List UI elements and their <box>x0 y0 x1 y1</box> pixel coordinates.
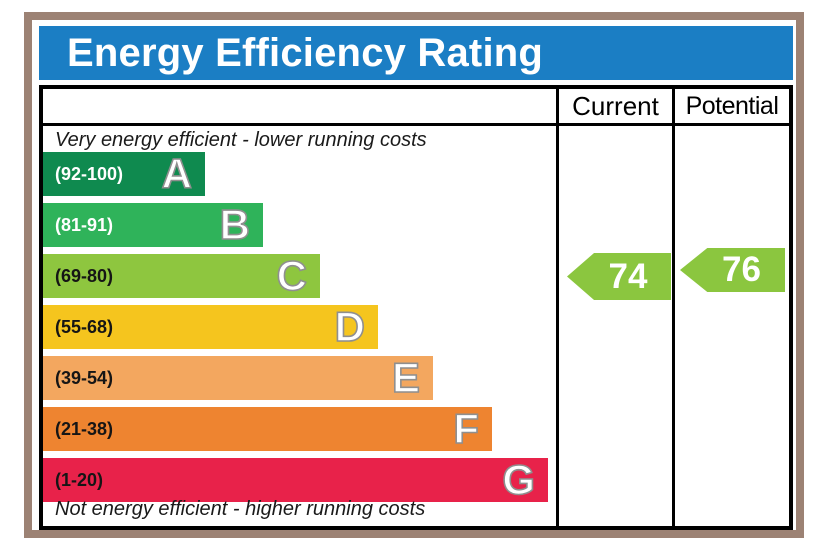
band-letter: F <box>453 405 480 452</box>
potential-value-column: 76 <box>672 126 789 526</box>
title-banner: Energy Efficiency Rating <box>39 26 793 80</box>
rating-band-g: (1-20) G <box>43 456 548 503</box>
rating-band-b: (81-91) B <box>43 201 263 248</box>
band-range-label: (21-38) <box>55 418 114 439</box>
band-letter: B <box>219 201 251 248</box>
potential-rating-arrow: 76 <box>680 248 785 292</box>
potential-rating-value: 76 <box>722 250 761 289</box>
band-range-label: (39-54) <box>55 367 114 388</box>
band-letter: D <box>334 303 366 350</box>
rating-table: Current Potential Very energy efficient … <box>39 85 793 530</box>
rating-band-f: (21-38) F <box>43 405 492 452</box>
band-letter: G <box>502 456 536 503</box>
band-range-label: (55-68) <box>55 316 114 337</box>
band-letter: C <box>276 252 308 299</box>
band-range-label: (81-91) <box>55 214 114 235</box>
rating-band-c: (69-80) C <box>43 252 320 299</box>
band-range-label: (69-80) <box>55 265 114 286</box>
band-letter: A <box>161 150 193 197</box>
rating-band-e: (39-54) E <box>43 354 433 401</box>
outer-frame: Energy Efficiency Rating Current Potenti… <box>24 12 804 538</box>
band-range-label: (1-20) <box>55 469 104 490</box>
rating-band-a: (92-100) A <box>43 150 205 197</box>
current-rating-value: 74 <box>608 256 648 296</box>
current-rating-arrow: 74 <box>567 253 671 300</box>
caption-very-efficient: Very energy efficient - lower running co… <box>55 129 427 151</box>
rating-band-d: (55-68) D <box>43 303 378 350</box>
page-title: Energy Efficiency Rating <box>67 30 544 75</box>
caption-not-efficient: Not energy efficient - higher running co… <box>55 498 426 520</box>
current-column-header: Current <box>556 89 672 126</box>
band-range-label: (92-100) <box>55 163 124 184</box>
header-spacer-cell <box>43 89 556 126</box>
band-letter: E <box>391 354 421 401</box>
current-value-column: 74 <box>556 126 672 526</box>
potential-column-header: Potential <box>672 89 789 126</box>
bands-area: Very energy efficient - lower running co… <box>43 126 556 526</box>
